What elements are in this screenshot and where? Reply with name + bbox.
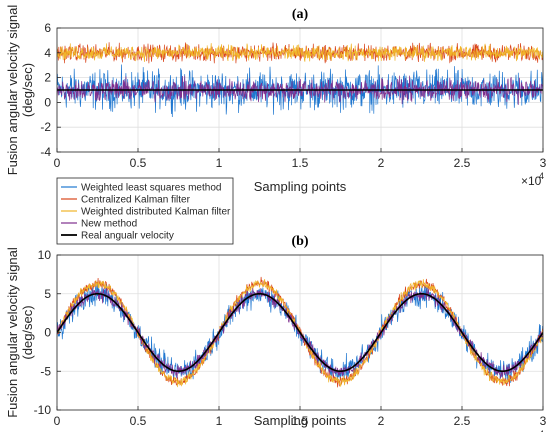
y-axis-label: Fusion angular velocity signal(deg/sec) [5,5,35,176]
x-tick-label: 0 [54,156,61,170]
series-group [57,276,543,388]
x-tick-label: 3 [540,414,547,428]
y-tick-label: 4 [44,46,51,60]
x-tick-label: 2 [378,414,385,428]
chart-panel-2: 0 0.5 1 1.5 2 2.5 3 -10 -5 0 5 10 (b) Sampling points… [5,234,547,432]
x-tick-label: 0 [54,414,61,428]
chart-title: (b) [291,234,308,249]
x-tick-label: 0.5 [130,156,147,170]
legend-label-3: Weighted distributed Kalman filter [81,207,231,218]
y-tick-label: 6 [44,21,51,35]
legend-label-2: Centralized Kalman filter [81,195,191,206]
y-tick-label: -10 [34,403,52,417]
y-tick-label: 2 [44,71,51,85]
y-tick-label: 5 [44,287,51,301]
x-multiplier: ×10 [521,174,542,188]
x-tick-label: 2.5 [454,414,471,428]
x-tick-label: 1 [216,414,223,428]
legend-label-1: Weighted least squares method [81,183,221,194]
x-multiplier-exp: 4 [539,171,544,181]
y-axis-label: Fusion angular velocity signal(deg/sec) [5,247,35,418]
legend: Weighted least squares methodCentralized… [56,177,234,245]
x-tick-label: 1 [216,156,223,170]
x-tick-label: 2 [378,156,385,170]
legend-box [56,177,234,245]
series-line-4 [57,75,543,105]
y-tick-label: -5 [40,364,51,378]
y-tick-label: -2 [40,120,51,134]
x-tick-label: 2.5 [454,156,471,170]
x-tick-label: 0.5 [130,414,147,428]
legend-label-4: New method [81,219,137,230]
y-tick-label: 0 [44,326,51,340]
y-tick-label: -4 [40,145,51,159]
x-tick-label: 1.5 [292,156,309,170]
x-axis-label: Sampling points [254,413,347,428]
x-multiplier-exp: 4 [539,429,544,432]
chart-title: (a) [292,7,309,22]
y-tick-label: 10 [38,248,52,262]
x-tick-label: 1.5 [292,414,309,428]
series-line-2 [57,42,543,64]
chart-panel-1: 0 0.5 1 1.5 2 2.5 3 -4 -2 0 2 4 6 (a) Sampling points ×… [5,5,547,194]
series-line-5 [57,292,543,373]
legend-label-5: Real angualr velocity [81,231,174,242]
y-tick-label: 0 [44,95,51,109]
x-tick-label: 3 [540,156,547,170]
series-group [57,42,543,118]
x-axis-label: Sampling points [254,179,347,194]
series-line-3 [57,43,543,62]
